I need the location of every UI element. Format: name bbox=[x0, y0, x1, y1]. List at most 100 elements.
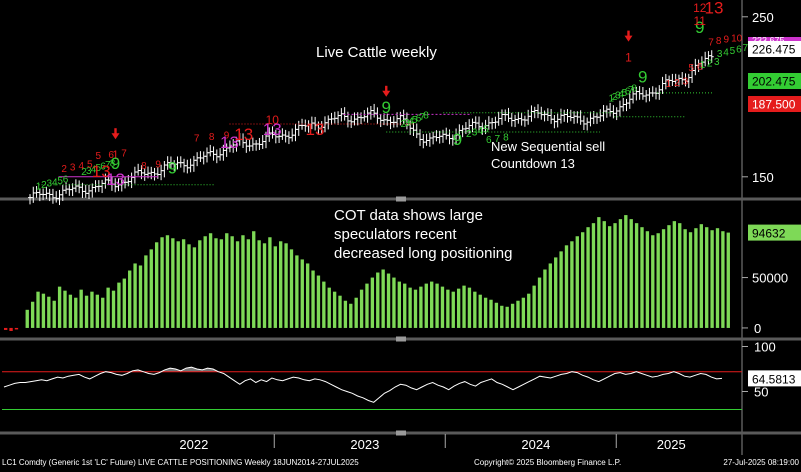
cot-bar bbox=[467, 287, 472, 328]
sequential-count-digit: 3 bbox=[472, 127, 478, 138]
sequential-count-digit: 6 bbox=[63, 174, 69, 185]
rsi-axis-label: 50 bbox=[754, 385, 768, 400]
cot-bar bbox=[192, 247, 197, 328]
cot-bar bbox=[710, 230, 714, 328]
price-axis-label: 250 bbox=[752, 10, 774, 25]
cot-bar bbox=[483, 297, 488, 328]
cot-bar bbox=[537, 277, 542, 328]
sequential-count-digit: 8 bbox=[631, 84, 637, 95]
sequential-count-digit: 2 bbox=[707, 59, 713, 70]
sequential-count-digit: 4 bbox=[78, 161, 84, 172]
cot-bar bbox=[505, 306, 509, 328]
chart-title: Live Cattle weekly bbox=[316, 44, 437, 61]
cot-bar bbox=[30, 301, 35, 328]
sell-arrow-icon-stem bbox=[114, 128, 117, 135]
cot-bar bbox=[214, 238, 218, 328]
cot-bar bbox=[14, 327, 19, 330]
cot-bar bbox=[208, 233, 213, 328]
cot-bar bbox=[705, 227, 709, 328]
cot-bar bbox=[510, 303, 515, 328]
cot-bar bbox=[430, 281, 434, 328]
cot-bar bbox=[122, 278, 126, 328]
rsi-last-tag bbox=[748, 370, 801, 387]
sell-arrow-icon bbox=[624, 35, 633, 42]
cot-bar bbox=[694, 228, 698, 328]
cot-bar bbox=[246, 239, 251, 328]
cot-bar bbox=[607, 226, 612, 328]
sequential-count-digit: 5 bbox=[96, 151, 102, 162]
cot-bar bbox=[591, 223, 596, 328]
cot-bar bbox=[295, 255, 299, 328]
cot-bar bbox=[559, 251, 563, 328]
rsi-overbought-fill bbox=[4, 367, 722, 372]
cot-bar bbox=[327, 287, 331, 328]
sequential-count-digit: 4 bbox=[408, 116, 414, 127]
price-tag bbox=[748, 41, 801, 57]
sell-arrow-icon-stem bbox=[385, 85, 388, 92]
cot-bar bbox=[101, 297, 105, 328]
sequential-count-label: 12 bbox=[693, 1, 707, 15]
sequential-count-digit: 5 bbox=[96, 163, 102, 174]
cot-bar bbox=[521, 297, 526, 328]
cot-bar bbox=[165, 235, 170, 328]
cot-bar bbox=[370, 277, 375, 328]
cot-bar bbox=[181, 239, 186, 328]
sell-arrow-icon-stem bbox=[627, 30, 630, 37]
sequential-count-digit: 5 bbox=[622, 88, 628, 99]
cot-bar bbox=[581, 232, 585, 328]
sequential-count-digit: 1 bbox=[666, 79, 672, 90]
sequential-count-digit: 4 bbox=[52, 177, 58, 188]
footer-right: 27-Jul-2025 08:19:00 bbox=[723, 458, 799, 467]
cot-bar bbox=[57, 286, 62, 328]
cot-bar bbox=[661, 229, 666, 328]
sequential-count-digit: 3 bbox=[714, 57, 720, 68]
sequential-count-digit: 7 bbox=[708, 38, 714, 49]
cot-bar bbox=[149, 249, 153, 328]
sequential-count-digit: 8 bbox=[209, 132, 215, 143]
cot-bar bbox=[52, 300, 56, 328]
cot-bar bbox=[235, 241, 240, 328]
cot-note-line-2: speculators recent bbox=[334, 226, 457, 243]
cot-bar bbox=[602, 221, 606, 328]
sequential-count-digit: 7 bbox=[628, 85, 634, 96]
sequential-count-label: 13 bbox=[234, 125, 253, 144]
sequential-count-digit: 2 bbox=[466, 129, 472, 140]
sequential-count-digit: 3 bbox=[47, 179, 53, 190]
sequential-count-digit: 9 bbox=[155, 159, 161, 170]
sequential-count-label: 9 bbox=[382, 98, 391, 117]
cot-bar bbox=[338, 295, 342, 328]
sequential-count-digit: 8 bbox=[141, 161, 147, 172]
sequential-count-label: 1 bbox=[112, 148, 119, 162]
sequential-count-digit: 1 bbox=[36, 182, 42, 193]
sequential-count-label: 13 bbox=[220, 133, 239, 152]
cot-bar bbox=[688, 232, 693, 328]
cot-bar bbox=[527, 293, 531, 328]
sequential-count-digit: 6 bbox=[108, 150, 114, 161]
cot-bar bbox=[41, 293, 46, 328]
cot-bar bbox=[332, 291, 337, 328]
price-bars bbox=[28, 50, 714, 206]
sequential-count-digit: 7 bbox=[194, 134, 200, 145]
cot-bar bbox=[516, 300, 520, 328]
cot-bar bbox=[365, 283, 369, 328]
cot-bar bbox=[570, 241, 574, 328]
rsi-line bbox=[3, 366, 723, 403]
cot-bar bbox=[154, 242, 159, 328]
cot-bar bbox=[403, 283, 407, 328]
cot-bar bbox=[63, 290, 67, 328]
cot-bar bbox=[451, 291, 455, 328]
sequential-count-digit: 3 bbox=[86, 166, 92, 177]
cot-bar bbox=[629, 219, 633, 328]
sequential-count-digit: 2 bbox=[61, 164, 67, 175]
cot-bar bbox=[645, 231, 650, 328]
sequential-count-digit: 2 bbox=[612, 92, 618, 103]
panel-divider-handle bbox=[396, 336, 406, 342]
cot-bar bbox=[68, 294, 73, 328]
sequential-count-label: 9 bbox=[168, 159, 177, 178]
sequential-count-label: 9 bbox=[695, 18, 704, 37]
cot-bar bbox=[640, 227, 644, 328]
cot-bar bbox=[656, 233, 660, 328]
cot-bar bbox=[219, 239, 224, 328]
cot-bar bbox=[618, 219, 623, 328]
cot-bar bbox=[376, 272, 380, 328]
